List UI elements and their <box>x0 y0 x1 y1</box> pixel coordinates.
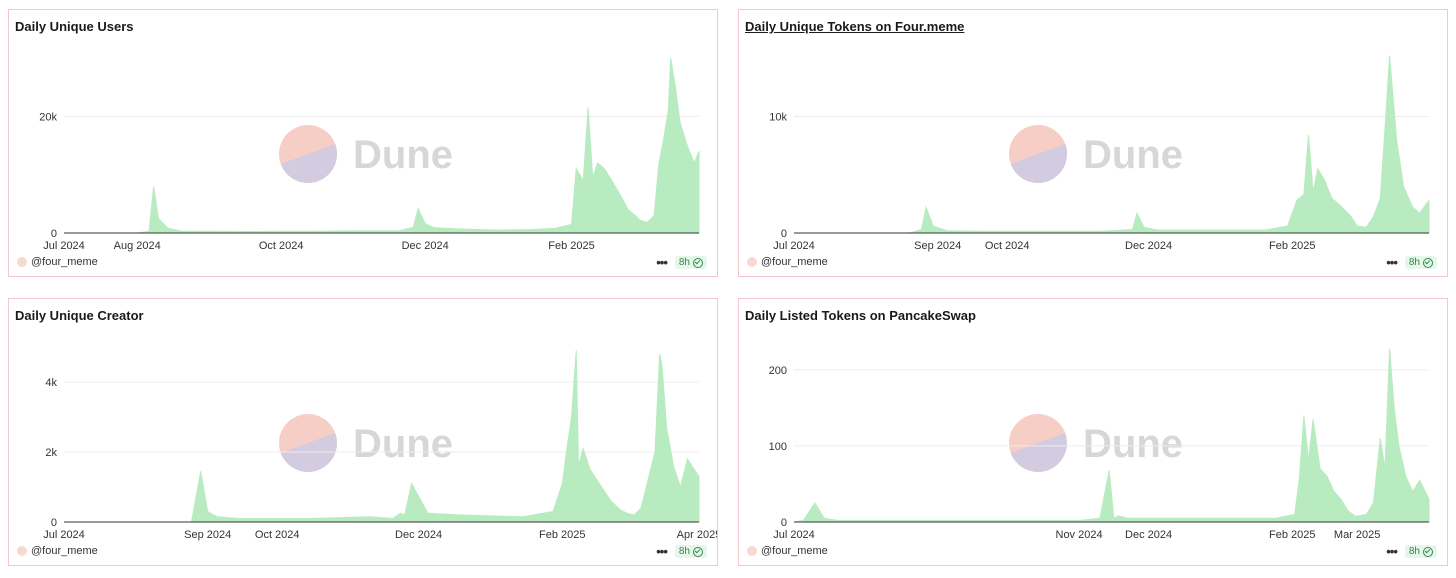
watermark-text: Dune <box>353 422 453 466</box>
x-tick-label: Oct 2024 <box>259 240 304 252</box>
owner-name: @four_meme <box>761 545 828 557</box>
avatar-icon <box>747 257 757 267</box>
chart-panel-daily-listed-tokens: Daily Listed Tokens on PancakeSwap Dune 0… <box>738 298 1448 566</box>
x-tick-label: Feb 2025 <box>1269 240 1315 252</box>
owner-label[interactable]: @four_meme <box>17 545 98 557</box>
refresh-badge[interactable]: 8h <box>1404 256 1437 269</box>
panel-title: Daily Unique Creator <box>15 308 144 323</box>
chart-panel-daily-unique-creator: Daily Unique Creator Dune 0 2k 4k Jul 2024 Se… <box>8 298 718 566</box>
watermark-logo-bottom <box>280 433 337 472</box>
x-tick-label: Sep 2024 <box>914 240 961 252</box>
refresh-interval: 8h <box>678 257 690 268</box>
panel-title: Daily Listed Tokens on PancakeSwap <box>745 308 976 323</box>
more-options-icon[interactable]: ••• <box>1386 543 1398 559</box>
series-area <box>64 350 700 523</box>
x-tick-label: Dec 2024 <box>395 529 442 541</box>
watermark-logo-bottom <box>1010 433 1067 472</box>
x-tick-label: Dec 2024 <box>402 240 449 252</box>
avatar-icon <box>747 546 757 556</box>
y-tick-label: 10k <box>769 111 787 123</box>
chart-svg: Dune 0 10k Jul 2024 Sep 2024 Oct 2024 Dec 2024… <box>769 55 1430 252</box>
y-tick-label: 0 <box>781 228 787 240</box>
x-tick-label: Jul 2024 <box>43 529 85 541</box>
panel-title: Daily Unique Users <box>15 19 134 34</box>
chart-panel-daily-unique-tokens: Daily Unique Tokens on Four.meme Dune 0 10… <box>738 9 1448 277</box>
y-tick-label: 4k <box>45 377 57 389</box>
owner-name: @four_meme <box>31 256 98 268</box>
x-tick-label: Jul 2024 <box>773 529 815 541</box>
owner-label[interactable]: @four_meme <box>17 256 98 268</box>
y-tick-label: 20k <box>39 111 57 123</box>
dune-watermark: Dune <box>279 414 453 472</box>
panel-title-link[interactable]: Daily Unique Tokens on Four.meme <box>745 19 965 34</box>
x-tick-label: Feb 2025 <box>548 240 594 252</box>
watermark-text: Dune <box>1083 422 1183 466</box>
series-area <box>793 348 1430 523</box>
check-circle-icon <box>1423 257 1433 268</box>
refresh-badge[interactable]: 8h <box>1404 545 1437 558</box>
y-tick-label: 200 <box>769 365 787 377</box>
panel-footer-actions: ••• 8h <box>656 545 707 558</box>
more-options-icon[interactable]: ••• <box>656 254 668 270</box>
more-options-icon[interactable]: ••• <box>656 543 668 559</box>
y-tick-label: 100 <box>769 441 787 453</box>
avatar-icon <box>17 546 27 556</box>
check-circle-icon <box>693 257 703 268</box>
refresh-interval: 8h <box>1408 257 1420 268</box>
watermark-logo-bottom <box>280 144 337 183</box>
refresh-interval: 8h <box>678 546 690 557</box>
y-tick-label: 0 <box>51 517 57 529</box>
chart-panel-daily-unique-users: Daily Unique Users Dune 0 20k Jul 2024 Aug 2… <box>8 9 718 277</box>
x-tick-label: Dec 2024 <box>1125 240 1172 252</box>
watermark-text: Dune <box>353 133 453 177</box>
panel-footer-actions: ••• 8h <box>1386 256 1437 269</box>
watermark-text: Dune <box>1083 133 1183 177</box>
refresh-badge[interactable]: 8h <box>674 545 707 558</box>
x-tick-label: Sep 2024 <box>184 529 231 541</box>
y-tick-label: 0 <box>781 517 787 529</box>
x-tick-label: Aug 2024 <box>114 240 161 252</box>
x-tick-label: Jul 2024 <box>43 240 85 252</box>
x-tick-label: Nov 2024 <box>1056 529 1103 541</box>
owner-label[interactable]: @four_meme <box>747 256 828 268</box>
watermark-logo-bottom <box>1010 144 1067 183</box>
avatar-icon <box>17 257 27 267</box>
owner-name: @four_meme <box>761 256 828 268</box>
panel-footer-actions: ••• 8h <box>656 256 707 269</box>
y-tick-label: 0 <box>51 228 57 240</box>
dune-watermark: Dune <box>279 125 453 183</box>
chart-svg: Dune 0 100 200 Jul 2024 Nov 2024 Dec 2024 Feb 2… <box>769 348 1430 541</box>
x-tick-label: Feb 2025 <box>539 529 585 541</box>
x-tick-label: Oct 2024 <box>255 529 300 541</box>
check-circle-icon <box>1423 546 1433 557</box>
dune-watermark: Dune <box>1009 414 1183 472</box>
x-tick-label: Jul 2024 <box>773 240 815 252</box>
series-area <box>794 55 1430 234</box>
owner-name: @four_meme <box>31 545 98 557</box>
series-area <box>64 57 700 234</box>
refresh-interval: 8h <box>1408 546 1420 557</box>
x-tick-label: Oct 2024 <box>985 240 1030 252</box>
refresh-badge[interactable]: 8h <box>674 256 707 269</box>
y-tick-label: 2k <box>45 447 57 459</box>
check-circle-icon <box>693 546 703 557</box>
x-tick-label: Feb 2025 <box>1269 529 1315 541</box>
more-options-icon[interactable]: ••• <box>1386 254 1398 270</box>
x-tick-label: Apr 2025 <box>677 529 717 541</box>
x-tick-label: Dec 2024 <box>1125 529 1172 541</box>
x-tick-label: Mar 2025 <box>1334 529 1380 541</box>
panel-footer-actions: ••• 8h <box>1386 545 1437 558</box>
chart-svg: Dune 0 20k Jul 2024 Aug 2024 Oct 2024 Dec 2024… <box>39 57 700 252</box>
chart-svg: Dune 0 2k 4k Jul 2024 Sep 2024 Oct 2024 Dec 202… <box>43 350 717 541</box>
dune-watermark: Dune <box>1009 125 1183 183</box>
owner-label[interactable]: @four_meme <box>747 545 828 557</box>
